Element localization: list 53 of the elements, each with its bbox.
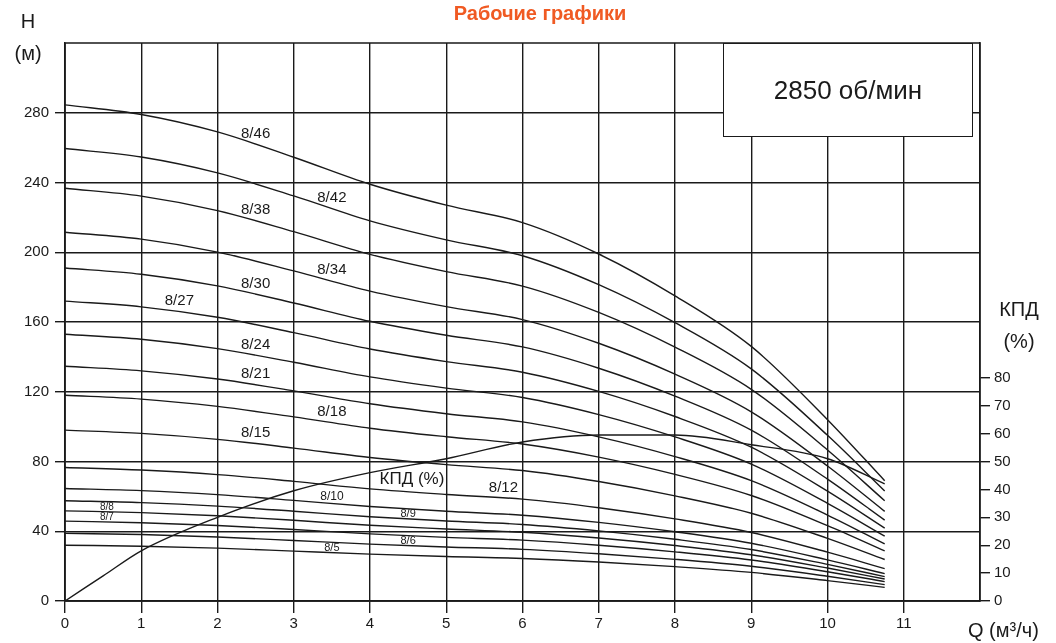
x-axis-title: Q (м³/ч) — [968, 618, 1039, 641]
series-label: 8/46 — [241, 123, 271, 141]
series-label: 8/6 — [400, 534, 416, 547]
series-label: 8/7 — [99, 511, 115, 523]
chart-title: Рабочие графики — [453, 1, 627, 24]
y2-tick-label: 40 — [994, 479, 1011, 497]
y-axis-title: H (м) — [14, 9, 42, 64]
x-tick-label: 9 — [747, 614, 756, 632]
x-tick-label: 5 — [442, 614, 451, 632]
series-label: 8/15 — [241, 422, 271, 440]
series-label: 8/27 — [164, 291, 194, 309]
x-tick-label: 7 — [594, 614, 603, 632]
x-tick-label: 2 — [213, 614, 222, 632]
x-tick-label: 6 — [518, 614, 527, 632]
y2-tick-label: 80 — [994, 367, 1011, 385]
series-label: 8/38 — [241, 200, 271, 218]
series-label: 8/10 — [320, 488, 344, 503]
x-tick-label: 4 — [365, 614, 375, 632]
series-label: 8/30 — [241, 273, 271, 291]
y2-axis-title: КПД (%) — [999, 297, 1040, 352]
x-tick-label: 0 — [60, 614, 70, 632]
y-tick-label: 200 — [23, 242, 49, 260]
series-label: 8/18 — [317, 401, 347, 419]
y2-tick-label: 70 — [994, 395, 1011, 413]
y2-tick-label: 60 — [994, 423, 1011, 441]
series-label: 8/24 — [241, 334, 271, 352]
series-label: 8/5 — [324, 541, 340, 553]
series-label: 8/34 — [317, 260, 347, 278]
y2-tick-label: 50 — [994, 451, 1011, 469]
x-tick-label: 1 — [137, 614, 146, 632]
y-tick-label: 40 — [32, 521, 49, 539]
series-label: КПД (%) — [379, 468, 445, 488]
series-label: 8/21 — [241, 364, 271, 382]
y-tick-label: 280 — [23, 102, 49, 120]
series-label: 8/9 — [400, 507, 416, 520]
y2-tick-label: 20 — [994, 535, 1011, 553]
y-tick-label: 0 — [40, 591, 49, 609]
y-tick-label: 120 — [23, 381, 49, 399]
y2-tick-label: 30 — [994, 507, 1011, 525]
annotation: 2850 об/мин — [773, 74, 923, 106]
y2-tick-label: 0 — [994, 591, 1003, 609]
series-label: 8/12 — [488, 478, 519, 496]
y-tick-label: 240 — [23, 172, 49, 190]
y2-tick-label: 10 — [994, 563, 1011, 581]
info-box: 2850 об/мин — [723, 43, 973, 137]
series-label: 8/8 — [99, 501, 115, 513]
x-tick-label: 3 — [289, 614, 298, 632]
y-tick-label: 80 — [32, 451, 49, 469]
x-tick-label: 10 — [819, 614, 836, 632]
series-label: 8/42 — [317, 187, 347, 205]
x-tick-label: 8 — [670, 614, 680, 632]
y-tick-label: 160 — [23, 312, 49, 330]
x-tick-label: 11 — [895, 614, 912, 632]
